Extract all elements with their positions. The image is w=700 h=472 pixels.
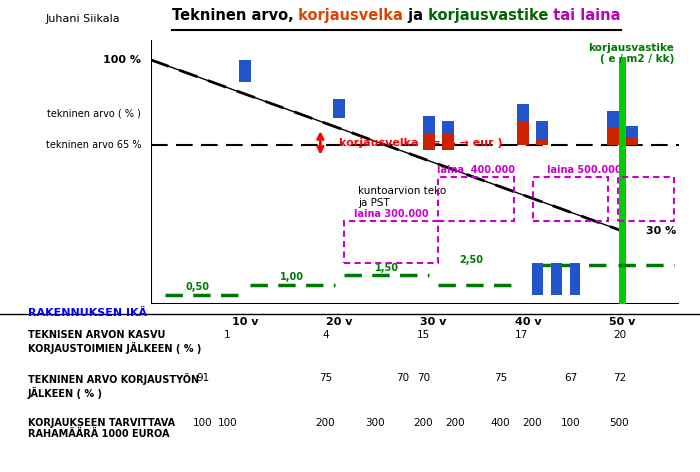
Bar [536, 121, 548, 141]
Text: kuntoarvion teko
ja PST: kuntoarvion teko ja PST [358, 186, 447, 208]
Text: 70: 70 [396, 373, 409, 383]
Bar [344, 221, 438, 263]
Text: 100 %: 100 % [103, 55, 141, 65]
Text: 400: 400 [491, 418, 510, 428]
Text: 75: 75 [494, 373, 507, 383]
Text: korjausvelka ( = % → eur ): korjausvelka ( = % → eur ) [340, 138, 503, 148]
Text: ja: ja [403, 8, 423, 23]
Text: 200: 200 [445, 418, 465, 428]
Text: laina 300.000: laina 300.000 [354, 209, 428, 219]
Text: 200: 200 [316, 418, 335, 428]
Bar [536, 141, 548, 145]
Text: 40 v: 40 v [514, 317, 541, 327]
Text: 67: 67 [564, 373, 577, 383]
Bar [239, 59, 251, 82]
Bar [607, 111, 619, 128]
Text: 30 v: 30 v [421, 317, 447, 327]
Text: Tekninen arvo,: Tekninen arvo, [172, 8, 293, 23]
Text: 30 %: 30 % [646, 226, 676, 236]
Text: 300: 300 [365, 418, 384, 428]
Text: korjausvastike
( e / m2 / kk): korjausvastike ( e / m2 / kk) [589, 42, 674, 64]
Bar [423, 133, 435, 150]
Text: laina 500.000: laina 500.000 [547, 165, 622, 175]
Bar [423, 116, 435, 133]
Text: tai laina: tai laina [549, 8, 621, 23]
Text: 15: 15 [417, 330, 430, 340]
Bar [570, 263, 580, 295]
Text: tekninen arvo 65 %: tekninen arvo 65 % [46, 140, 141, 151]
Text: 200: 200 [522, 418, 542, 428]
Bar [626, 138, 638, 145]
Text: 20: 20 [613, 330, 626, 340]
Text: 70: 70 [417, 373, 430, 383]
Text: 72: 72 [613, 373, 626, 383]
Bar [517, 104, 529, 121]
Text: RAKENNUKSEN IKÄ: RAKENNUKSEN IKÄ [28, 308, 147, 318]
Text: 1: 1 [224, 330, 231, 340]
Bar [551, 263, 561, 295]
Text: 75: 75 [319, 373, 332, 383]
Bar [617, 177, 674, 221]
Bar [626, 126, 638, 138]
Text: 1,00: 1,00 [280, 272, 304, 282]
Text: Juhani Siikala: Juhani Siikala [46, 14, 120, 24]
Text: 100: 100 [193, 418, 213, 428]
Text: TEKNISEN ARVON KASVU
KORJAUSTOIMIEN JÄLKEEN ( % ): TEKNISEN ARVON KASVU KORJAUSTOIMIEN JÄLK… [28, 330, 202, 354]
Text: 0,50: 0,50 [186, 282, 210, 292]
Text: 2,50: 2,50 [459, 255, 484, 265]
Text: 100: 100 [561, 418, 580, 428]
Bar [438, 177, 514, 221]
Text: 500: 500 [610, 418, 629, 428]
Bar [533, 177, 608, 221]
Text: korjausvelka: korjausvelka [293, 8, 403, 23]
Text: korjausvastike: korjausvastike [423, 8, 549, 23]
Text: 4: 4 [322, 330, 329, 340]
Text: 91: 91 [197, 373, 209, 383]
Text: 200: 200 [414, 418, 433, 428]
Text: 50 v: 50 v [609, 317, 636, 327]
Text: laina  400.000: laina 400.000 [437, 165, 515, 175]
Bar [442, 133, 454, 150]
Bar [532, 263, 542, 295]
Text: 17: 17 [515, 330, 528, 340]
Text: 100: 100 [218, 418, 237, 428]
Bar [442, 121, 454, 133]
Text: 1,50: 1,50 [374, 262, 398, 273]
Text: TEKNINEN ARVO KORJAUSTYÖN
JÄLKEEN ( % ): TEKNINEN ARVO KORJAUSTYÖN JÄLKEEN ( % ) [28, 373, 199, 399]
Bar [607, 128, 619, 145]
Text: tekninen arvo ( % ): tekninen arvo ( % ) [47, 109, 141, 118]
Text: KORJAUKSEEN TARVITTAVA
RAHAMÄÄRÄ 1000 EUROA: KORJAUKSEEN TARVITTAVA RAHAMÄÄRÄ 1000 EU… [28, 418, 175, 439]
Text: 20 v: 20 v [326, 317, 353, 327]
Bar [333, 99, 345, 118]
Text: 10 v: 10 v [232, 317, 258, 327]
Bar [517, 121, 529, 145]
